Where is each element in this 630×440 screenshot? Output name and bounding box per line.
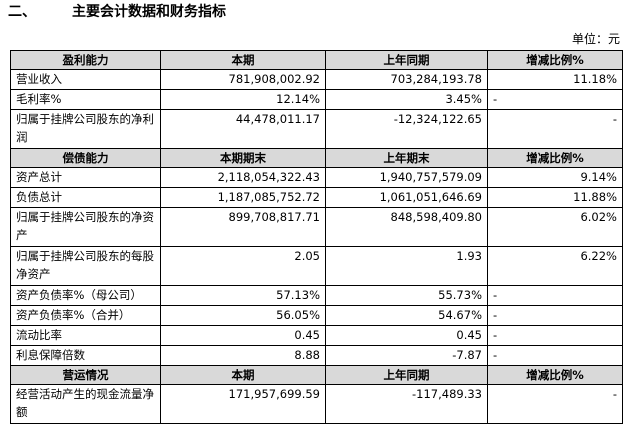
row-label: 经营活动产生的现金流量净额 <box>10 384 161 424</box>
row-label: 利息保障倍数 <box>10 345 161 366</box>
table-row: 负债总计 1,187,085,752.72 1,061,051,646.69 1… <box>10 187 623 208</box>
row-label: 归属于挂牌公司股东的净资产 <box>10 207 161 247</box>
header-cell: 盈利能力 <box>10 50 161 70</box>
table-row: 资产负债率%（母公司） 57.13% 55.73% - <box>10 285 623 306</box>
table-row: 归属于挂牌公司股东的净资产 899,708,817.71 848,598,409… <box>10 207 623 247</box>
value-cell: 781,908,002.92 <box>160 69 326 90</box>
header-cell: 增减比例% <box>487 148 623 168</box>
value-cell: 56.05% <box>160 305 326 326</box>
table-row: 营业收入 781,908,002.92 703,284,193.78 11.18… <box>10 69 623 90</box>
change-cell: - <box>487 325 623 346</box>
row-label: 毛利率% <box>10 89 161 110</box>
header-cell: 本期 <box>160 365 326 385</box>
table-row: 资产负债率%（合并） 56.05% 54.67% - <box>10 305 623 326</box>
header-cell: 上年期末 <box>325 148 488 168</box>
table-header-row: 盈利能力 本期 上年同期 增减比例% <box>10 50 623 70</box>
header-cell: 增减比例% <box>487 365 623 385</box>
table-row: 毛利率% 12.14% 3.45% - <box>10 89 623 110</box>
value-cell: 2,118,054,322.43 <box>160 167 326 188</box>
row-label: 负债总计 <box>10 187 161 208</box>
change-cell: - <box>487 285 623 306</box>
table-row: 归属于挂牌公司股东的每股净资产 2.05 1.93 6.22% <box>10 246 623 286</box>
value-cell: 54.67% <box>325 305 488 326</box>
value-cell: 1,187,085,752.72 <box>160 187 326 208</box>
value-cell: 3.45% <box>325 89 488 110</box>
change-cell: - <box>487 384 623 424</box>
value-cell: 899,708,817.71 <box>160 207 326 247</box>
value-cell: 0.45 <box>325 325 488 346</box>
header-cell: 增减比例% <box>487 50 623 70</box>
change-cell: - <box>487 109 623 149</box>
value-cell: 44,478,011.17 <box>160 109 326 149</box>
header-cell: 本期期末 <box>160 148 326 168</box>
table-header-row: 偿债能力 本期期末 上年期末 增减比例% <box>10 148 623 168</box>
row-label: 归属于挂牌公司股东的净利润 <box>10 109 161 149</box>
row-label: 资产负债率%（母公司） <box>10 285 161 306</box>
table-row: 流动比率 0.45 0.45 - <box>10 325 623 346</box>
value-cell: -12,324,122.65 <box>325 109 488 149</box>
section-heading: 二、 主要会计数据和财务指标 <box>8 2 226 22</box>
change-cell: 9.14% <box>487 167 623 188</box>
header-cell: 本期 <box>160 50 326 70</box>
value-cell: 171,957,699.59 <box>160 384 326 424</box>
row-label: 流动比率 <box>10 325 161 346</box>
table-header-row: 营运情况 本期 上年同期 增减比例% <box>10 365 623 385</box>
row-label: 营业收入 <box>10 69 161 90</box>
section-title: 主要会计数据和财务指标 <box>72 4 226 20</box>
value-cell: 8.88 <box>160 345 326 366</box>
change-cell: - <box>487 345 623 366</box>
header-cell: 上年同期 <box>325 365 488 385</box>
change-cell: 6.22% <box>487 246 623 286</box>
value-cell: 1.93 <box>325 246 488 286</box>
change-cell: - <box>487 305 623 326</box>
value-cell: 57.13% <box>160 285 326 306</box>
table-row: 资产总计 2,118,054,322.43 1,940,757,579.09 9… <box>10 167 623 188</box>
row-label: 资产总计 <box>10 167 161 188</box>
header-cell: 上年同期 <box>325 50 488 70</box>
value-cell: 12.14% <box>160 89 326 110</box>
header-cell: 偿债能力 <box>10 148 161 168</box>
change-cell: 11.18% <box>487 69 623 90</box>
row-label: 归属于挂牌公司股东的每股净资产 <box>10 246 161 286</box>
value-cell: 848,598,409.80 <box>325 207 488 247</box>
row-label: 资产负债率%（合并） <box>10 305 161 326</box>
value-cell: 2.05 <box>160 246 326 286</box>
unit-label: 单位：元 <box>571 32 620 46</box>
value-cell: 55.73% <box>325 285 488 306</box>
value-cell: 1,061,051,646.69 <box>325 187 488 208</box>
financial-table: 盈利能力 本期 上年同期 增减比例% 营业收入 781,908,002.92 7… <box>10 50 623 424</box>
value-cell: 703,284,193.78 <box>325 69 488 90</box>
table-row: 利息保障倍数 8.88 -7.87 - <box>10 345 623 366</box>
value-cell: -117,489.33 <box>325 384 488 424</box>
value-cell: -7.87 <box>325 345 488 366</box>
value-cell: 0.45 <box>160 325 326 346</box>
section-number: 二、 <box>8 4 36 20</box>
header-cell: 营运情况 <box>10 365 161 385</box>
table-row: 归属于挂牌公司股东的净利润 44,478,011.17 -12,324,122.… <box>10 109 623 149</box>
change-cell: 11.88% <box>487 187 623 208</box>
change-cell: 6.02% <box>487 207 623 247</box>
change-cell: - <box>487 89 623 110</box>
table-row: 经营活动产生的现金流量净额 171,957,699.59 -117,489.33… <box>10 384 623 424</box>
value-cell: 1,940,757,579.09 <box>325 167 488 188</box>
